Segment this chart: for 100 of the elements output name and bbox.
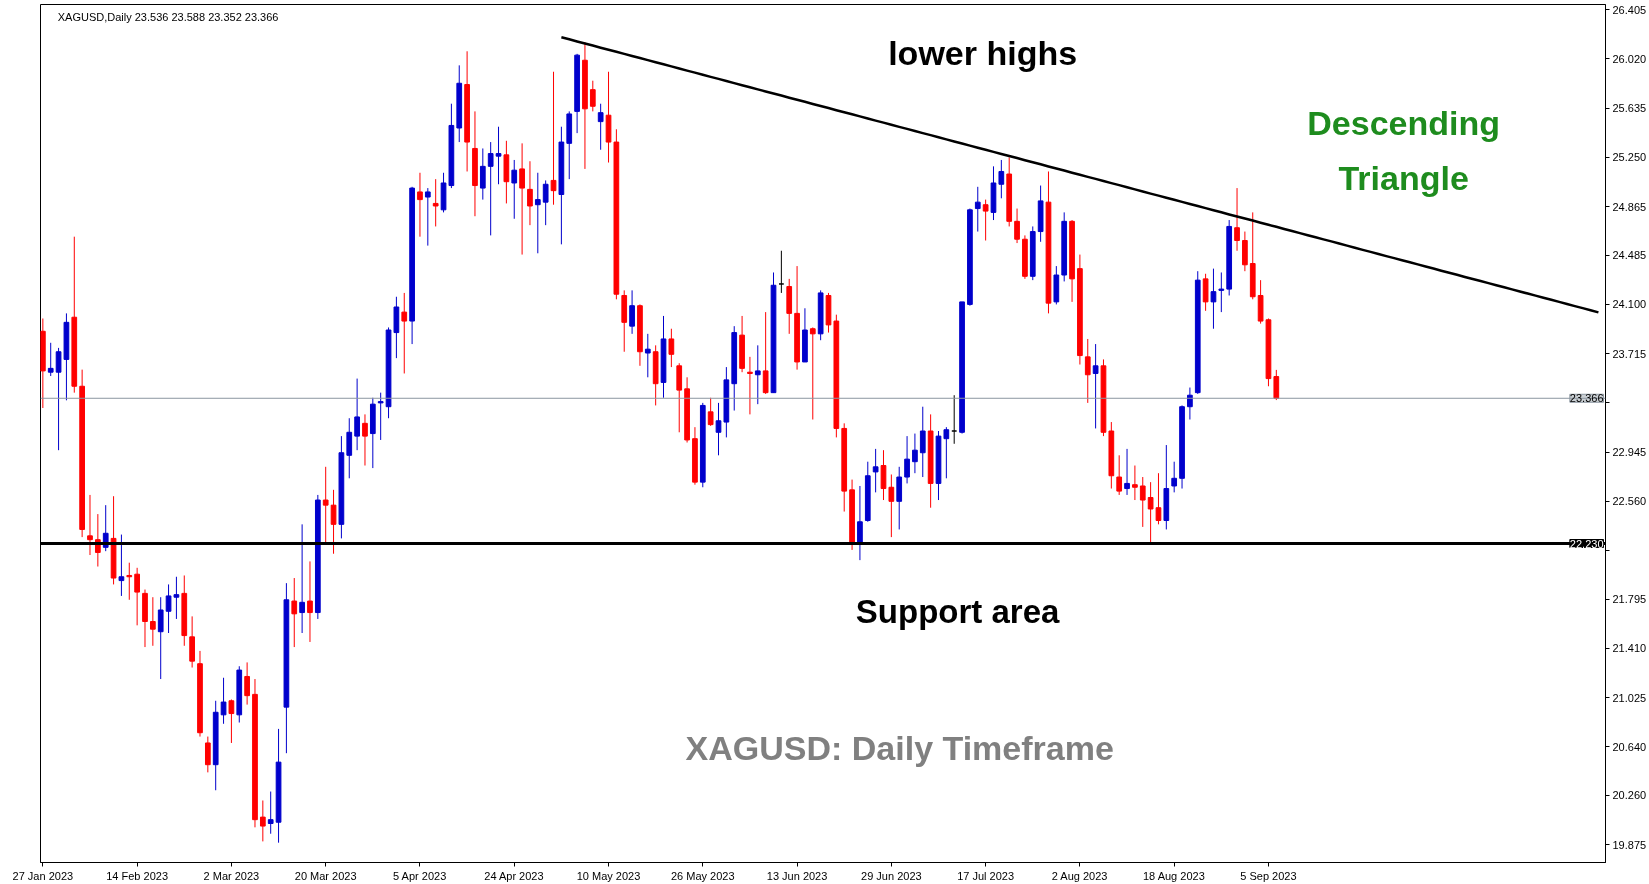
candlestick [432, 178, 439, 227]
candlestick [1124, 448, 1130, 496]
candlestick [707, 397, 714, 427]
y-tick-label: 21.795 [1612, 593, 1647, 606]
annotation: Descending Triangle [1307, 103, 1500, 197]
candlestick [322, 466, 329, 543]
x-tick-label: 5 Apr 2023 [393, 869, 447, 882]
ref-line-label: 23.366 [1569, 392, 1604, 405]
x-tick-label: 18 Aug 2023 [1142, 869, 1205, 882]
candlestick [527, 160, 533, 226]
candlestick [267, 791, 274, 835]
y-tick-label: 24.100 [1612, 298, 1647, 311]
line-series [560, 35, 1600, 314]
candlestick [204, 736, 211, 773]
x-tick-label: 13 Jun 2023 [766, 869, 828, 882]
candlestick [228, 698, 235, 744]
annotation: lower highs [888, 33, 1078, 72]
y-tick-label: 24.865 [1612, 200, 1647, 213]
candlestick [424, 187, 431, 247]
candlestick [157, 596, 164, 680]
candlestick [495, 126, 502, 185]
x-tick-label: 24 Apr 2023 [484, 869, 544, 882]
candlestick [589, 80, 596, 112]
candlestick [629, 289, 635, 335]
y-tick-label: 22.945 [1612, 446, 1647, 459]
candlestick [118, 534, 125, 597]
candlestick [1092, 343, 1099, 429]
x-tick-label: 26 May 2023 [671, 869, 735, 882]
x-tick-label: 2 Mar 2023 [203, 869, 260, 882]
candlestick [872, 448, 879, 493]
y-tick-label: 22.560 [1612, 495, 1647, 508]
candlestick [982, 199, 989, 242]
y-tick-label: 26.020 [1612, 52, 1647, 65]
candlestick [754, 344, 761, 405]
candlestick [511, 159, 518, 220]
candlestick [857, 485, 863, 561]
candlestick [377, 392, 384, 441]
annotation: XAGUSD: Daily Timeframe [685, 728, 1114, 767]
candlestick [998, 159, 1005, 199]
candlestick [1171, 461, 1178, 493]
candlestick [220, 677, 227, 725]
x-tick-label: 10 May 2023 [576, 869, 641, 882]
candlestick [291, 577, 298, 648]
candlestick [550, 71, 557, 206]
candlestick [668, 328, 675, 368]
candlestick [134, 567, 140, 626]
annotation: Support area [855, 592, 1061, 630]
candlestick [747, 356, 753, 415]
y-tick-label: 23.715 [1612, 347, 1647, 360]
candlestick [259, 799, 266, 842]
candlestick [904, 435, 910, 484]
candlestick [401, 292, 408, 374]
y-tick-label: 24.485 [1612, 249, 1647, 262]
candlestick [1187, 387, 1193, 420]
candlestick [417, 172, 423, 238]
x-tick-label: 14 Feb 2023 [106, 869, 169, 882]
text: XAGUSD,Daily 23.536 23.588 23.352 23.366 [57, 10, 279, 23]
x-tick-label: 29 Jun 2023 [861, 869, 922, 882]
y-tick-label: 26.405 [1612, 3, 1647, 16]
candlestick [346, 417, 353, 479]
y-tick-label: 20.640 [1612, 740, 1647, 753]
candlestick [1084, 338, 1091, 404]
x-tick-label: 27 Jan 2023 [12, 869, 74, 882]
candlestick [762, 311, 769, 395]
candlestick [487, 141, 494, 236]
candlestick [597, 103, 604, 151]
candlestick [974, 186, 981, 233]
candlestick [943, 426, 950, 479]
candlestick [1234, 187, 1240, 252]
candlestick [1210, 268, 1217, 330]
candlestick [1116, 454, 1123, 496]
x-tick-label: 17 Jul 2023 [957, 869, 1015, 882]
y-tick-label: 25.635 [1612, 102, 1647, 115]
candlestick [542, 179, 549, 226]
candlestick [534, 172, 541, 254]
candlestick [519, 142, 525, 256]
candlestick [1273, 369, 1280, 401]
y-tick-label: 25.250 [1612, 151, 1647, 164]
candlestick [479, 147, 486, 201]
candlestick [299, 523, 305, 634]
y-tick-label: 21.025 [1612, 691, 1647, 704]
candlestick [307, 560, 313, 643]
candlestick [919, 406, 926, 478]
candlestick [1014, 208, 1020, 244]
candlestick [149, 596, 156, 647]
x-tick-label: 20 Mar 2023 [294, 869, 357, 882]
candlestick [1132, 465, 1138, 501]
y-tick-label: 19.875 [1612, 838, 1647, 851]
candlestick [1218, 271, 1225, 313]
candlestick [87, 494, 93, 556]
candlestick [244, 661, 250, 706]
candlestick [778, 250, 785, 294]
candlestick [330, 489, 337, 555]
candlestick [644, 333, 651, 378]
candlestick [354, 378, 360, 451]
ref-line-label: 22.230 [1569, 537, 1604, 550]
y-tick-label: 20.260 [1612, 789, 1647, 802]
x-tick-label: 5 Sep 2023 [1240, 869, 1297, 882]
y-tick-label: 21.410 [1612, 642, 1647, 655]
candlestick [362, 413, 368, 467]
